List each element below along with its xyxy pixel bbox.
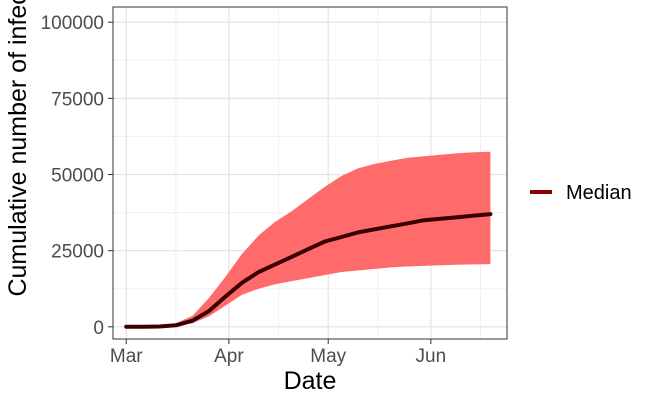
y-tick-labels: 0 25000 50000 75000 100000	[41, 13, 104, 339]
axis-ticks	[108, 21, 432, 344]
x-tick-label: Jun	[416, 346, 447, 367]
panel-border	[112, 6, 508, 340]
y-tick-label: 75000	[51, 89, 104, 110]
y-tick-label: 25000	[51, 242, 104, 263]
uncertainty-band-layer	[126, 151, 491, 327]
y-axis-title: Cumulative number of infected	[4, 0, 32, 297]
legend-label-median: Median	[566, 182, 632, 204]
x-axis-title: Date	[284, 367, 337, 395]
y-tick-label: 0	[93, 318, 104, 339]
x-tick-label: Apr	[214, 346, 244, 367]
median-line	[124, 212, 493, 329]
y-tick-label: 100000	[41, 13, 104, 34]
x-tick-label: Mar	[110, 346, 143, 367]
y-tick-label: 50000	[51, 166, 104, 187]
x-tick-label: May	[310, 346, 346, 367]
legend: Median	[530, 182, 632, 204]
median-line-layer	[124, 212, 493, 329]
uncertainty-band	[126, 151, 491, 327]
x-tick-labels: Mar Apr May Jun	[110, 346, 446, 367]
